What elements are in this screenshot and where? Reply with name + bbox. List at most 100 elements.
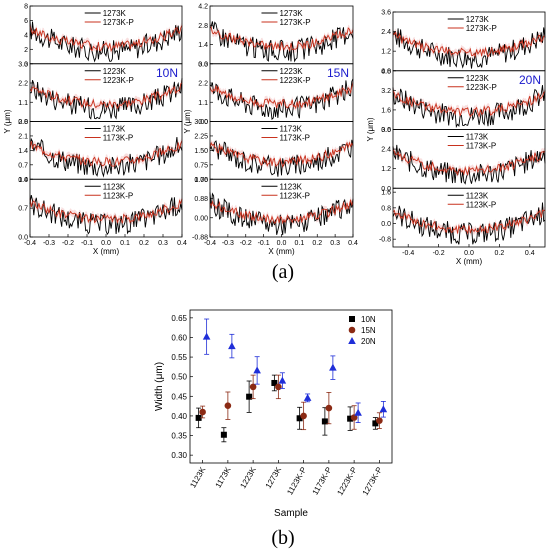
error-band bbox=[210, 23, 353, 54]
y-tick-label: 3.2 bbox=[381, 88, 391, 95]
force-label: 15N bbox=[327, 66, 349, 80]
y-tick-label: 0 bbox=[24, 61, 28, 68]
series-10N bbox=[195, 374, 379, 443]
y-axis-label: Width (μm) bbox=[154, 362, 165, 411]
x-tick-label: 0.1 bbox=[295, 240, 305, 247]
x-tick-label: -0.4 bbox=[24, 240, 36, 247]
point-10N bbox=[372, 420, 379, 427]
point-15N bbox=[275, 383, 282, 391]
width-figure: 0.30 0.35 0.40 0.45 0.50 0.55 0.60 0.65 1123K 117… bbox=[154, 309, 393, 519]
legend-label: 10N bbox=[361, 315, 376, 324]
y-tick-label: 1.4 bbox=[18, 177, 28, 184]
legend-marker bbox=[348, 337, 356, 344]
error-band bbox=[210, 139, 353, 170]
x-tick-label: 0.4 bbox=[525, 250, 535, 257]
force-label: 10N bbox=[156, 66, 178, 80]
error-band bbox=[30, 137, 182, 170]
y-tick-label: 0.45 bbox=[171, 392, 187, 401]
y-tick-label: 1.76 bbox=[194, 177, 208, 184]
series-line-1273K bbox=[29, 20, 183, 63]
y-tick-label: 3.3 bbox=[18, 61, 28, 68]
y-tick-label: 2.25 bbox=[194, 133, 208, 140]
y-tick-label: 0.50 bbox=[171, 373, 187, 382]
legend-label: 15N bbox=[361, 326, 376, 335]
legend-label: 1273K bbox=[103, 9, 127, 18]
profiles-figure: 024681273K1273K-P0.01.12.23.31223K1223K-… bbox=[3, 4, 546, 266]
series-line-1173K-P bbox=[392, 149, 546, 176]
x-axis-label: X (mm) bbox=[268, 247, 295, 256]
error-band bbox=[393, 206, 545, 237]
x-tick-label: -0.2 bbox=[62, 240, 74, 247]
series-line-1123K-P bbox=[392, 209, 546, 235]
point-10N bbox=[271, 379, 278, 386]
series-line-1273K-P bbox=[210, 26, 354, 52]
legend-item-10N: 10N bbox=[349, 315, 376, 324]
legend-label: 1273K-P bbox=[466, 24, 497, 33]
x-tick-label: -0.2 bbox=[240, 240, 252, 247]
y-tick-label: 0.0 bbox=[381, 68, 391, 75]
legend-label: 1223K bbox=[466, 74, 490, 83]
x-tick-label: 1173K-P bbox=[311, 466, 334, 497]
point-20N bbox=[329, 363, 337, 371]
x-tick-label: 0.2 bbox=[139, 240, 149, 247]
y-tick-label: 1.4 bbox=[198, 42, 208, 49]
y-tick-label: 1.1 bbox=[198, 100, 208, 107]
series-line-1223K-P bbox=[209, 82, 354, 110]
x-tick-label: 0.1 bbox=[120, 240, 130, 247]
series-line-1273K bbox=[392, 27, 546, 69]
error-band bbox=[30, 21, 182, 55]
y-tick-label: 6 bbox=[24, 18, 28, 25]
x-axis-label: X (mm) bbox=[456, 257, 483, 266]
series-line-1223K bbox=[29, 78, 183, 120]
series-line-1223K bbox=[392, 85, 546, 129]
point-10N bbox=[321, 418, 328, 425]
y-tick-label: 2.8 bbox=[18, 119, 28, 126]
x-tick-label: 0.4 bbox=[348, 240, 358, 247]
y-tick-label: 2.1 bbox=[18, 133, 28, 140]
y-tick-label: 2.4 bbox=[381, 147, 391, 154]
y-tick-label: 0.0 bbox=[18, 235, 28, 242]
legend-label: 1123K-P bbox=[279, 191, 310, 200]
y-tick-label: 0.60 bbox=[171, 333, 187, 342]
legend-label: 1273K bbox=[466, 15, 490, 24]
point-10N bbox=[347, 415, 354, 422]
legend-label: 1123K-P bbox=[103, 191, 134, 200]
y-tick-label: 1.2 bbox=[381, 49, 391, 56]
panel-label-b: (b) bbox=[271, 527, 294, 549]
legend-label: 1173K-P bbox=[279, 134, 310, 143]
legend-label: 1273K-P bbox=[103, 18, 134, 27]
x-tick-label: 0.2 bbox=[312, 240, 322, 247]
y-axis-label: Y (μm) bbox=[3, 109, 12, 133]
legend-label: 1123K bbox=[279, 182, 302, 191]
point-15N bbox=[224, 402, 232, 410]
legend-label: 1223K-P bbox=[103, 76, 134, 85]
point-15N bbox=[199, 408, 206, 416]
legend-label: 1223K bbox=[103, 67, 127, 76]
point-20N bbox=[253, 366, 261, 374]
y-tick-label: 4.2 bbox=[198, 4, 208, 11]
legend-label: 1273K-P bbox=[279, 18, 310, 27]
y-tick-label: 0.0 bbox=[18, 119, 28, 126]
x-tick-label: 1173K bbox=[214, 465, 233, 490]
y-tick-label: 0.88 bbox=[194, 196, 208, 203]
y-tick-label: 2.4 bbox=[381, 29, 391, 36]
y-tick-label: 8 bbox=[24, 4, 28, 11]
legend-item-20N: 20N bbox=[348, 337, 376, 346]
point-20N bbox=[278, 376, 287, 384]
series-line-1123K bbox=[29, 194, 183, 235]
y-tick-label: -0.88 bbox=[192, 235, 208, 242]
y-tick-label: 3.3 bbox=[198, 61, 208, 68]
series-line-1123K-P bbox=[29, 198, 183, 224]
y-tick-label: 1.2 bbox=[381, 166, 391, 173]
x-tick-label: 1223K bbox=[238, 465, 258, 490]
y-tick-label: 3.6 bbox=[381, 127, 391, 134]
legend-label: 1223K-P bbox=[279, 76, 310, 85]
